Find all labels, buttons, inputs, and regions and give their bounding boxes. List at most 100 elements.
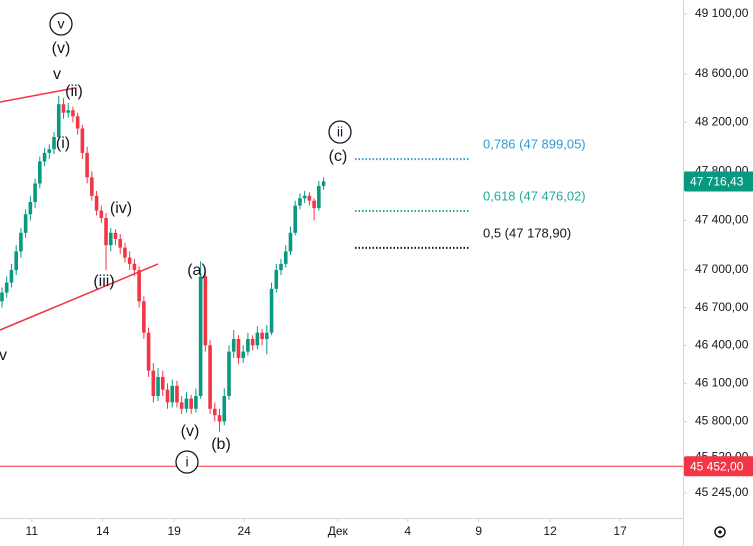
candle-body (56, 104, 61, 138)
candle-body (208, 345, 212, 409)
candle-body (307, 195, 312, 201)
y-tick-label: 45 245,00 (695, 485, 749, 499)
candle-body (71, 110, 75, 117)
candle-body (203, 276, 208, 346)
candle-body (260, 332, 264, 340)
candle-body (321, 181, 326, 186)
candle-body (0, 292, 4, 302)
candle-body (241, 351, 245, 358)
settings-icon[interactable] (714, 526, 726, 538)
wave-label-circle (175, 450, 199, 474)
candle-body (85, 152, 89, 178)
y-tick-label: 46 400,00 (695, 337, 749, 351)
candle-body (61, 104, 66, 113)
candle-body (94, 195, 99, 211)
candle-body (279, 263, 283, 271)
fib-level-label: 0,618 (47 476,02) (483, 188, 586, 203)
x-tick-label: 17 (613, 524, 627, 538)
x-tick-label: 24 (237, 524, 251, 538)
candle-body (90, 177, 94, 196)
wave-label: v (53, 66, 61, 83)
x-tick-label: 9 (475, 524, 482, 538)
candle-body (99, 210, 104, 218)
candle-body (222, 396, 227, 422)
candle-body (274, 270, 279, 289)
wave-label: (v) (52, 40, 71, 57)
candle-body (246, 339, 250, 352)
y-tick-label: 46 100,00 (695, 375, 749, 389)
candle-body (175, 385, 179, 403)
wave-label-circle (328, 120, 352, 144)
candle-body (113, 232, 118, 240)
candle-body (38, 161, 42, 184)
wave-label-circle (49, 12, 73, 36)
x-tick-label: 11 (26, 524, 39, 538)
settings-button[interactable] (714, 526, 726, 538)
candle-body (9, 270, 14, 283)
candle-body (28, 201, 33, 215)
candle-body (19, 232, 23, 252)
candle-body (66, 110, 70, 113)
candle-body (127, 257, 132, 264)
candle-body (213, 408, 217, 416)
candle-body (283, 251, 288, 264)
candle-body (194, 396, 198, 409)
wave-label: (v) (181, 423, 200, 440)
candle-body (104, 217, 108, 246)
candle-body (312, 200, 316, 209)
candle-body (47, 149, 52, 153)
wave-label: (i) (56, 135, 70, 152)
candle-body (217, 415, 222, 422)
candle-body (42, 152, 47, 162)
x-tick-label: 4 (404, 524, 411, 538)
y-tick-label: 46 700,00 (695, 300, 749, 314)
y-tick-label: 49 100,00 (695, 6, 749, 20)
candle-body (293, 205, 298, 233)
last-price-label: 47 716,43 (690, 175, 744, 189)
candle-body (156, 376, 160, 397)
candle-body (123, 247, 127, 258)
wave-label: v (0, 347, 7, 364)
wave-label: (iv) (110, 200, 132, 217)
last-price-tag (684, 171, 753, 192)
candle-body (170, 385, 175, 403)
candle-body (52, 137, 56, 150)
candle-body (302, 195, 307, 199)
wave-label: (iii) (93, 273, 114, 290)
trend-line (0, 87, 76, 103)
candle-body (255, 332, 260, 346)
y-tick-label: 48 600,00 (695, 66, 749, 80)
candle-body (189, 398, 193, 409)
candle-body (165, 389, 170, 403)
candle-body (4, 282, 9, 293)
candle-body (265, 332, 269, 340)
candle-body (298, 198, 302, 206)
y-tick-label: 45 800,00 (695, 414, 749, 428)
candle-body (231, 339, 236, 352)
candle-body (184, 398, 189, 409)
candle-body (198, 276, 203, 397)
candle-body (269, 288, 274, 333)
candle-body (80, 128, 85, 153)
wave-label: ii (337, 124, 343, 140)
candle-body (75, 116, 80, 129)
wave-label: (b) (211, 436, 231, 453)
trend-line (0, 263, 159, 331)
candle-body (250, 339, 255, 346)
candle-body (108, 232, 113, 246)
candle-body (179, 402, 184, 409)
candle-body (288, 232, 293, 252)
y-tick-label: 48 200,00 (695, 115, 749, 129)
candle-body (137, 270, 141, 302)
wave-label: v (58, 16, 65, 32)
candle-body (14, 251, 18, 271)
x-tick-label: 19 (167, 524, 181, 538)
y-tick-label: 47 400,00 (695, 213, 749, 227)
candle-body (317, 185, 321, 209)
settings-icon-center (718, 530, 722, 534)
wave-label: i (185, 454, 188, 470)
candle-body (33, 183, 37, 202)
